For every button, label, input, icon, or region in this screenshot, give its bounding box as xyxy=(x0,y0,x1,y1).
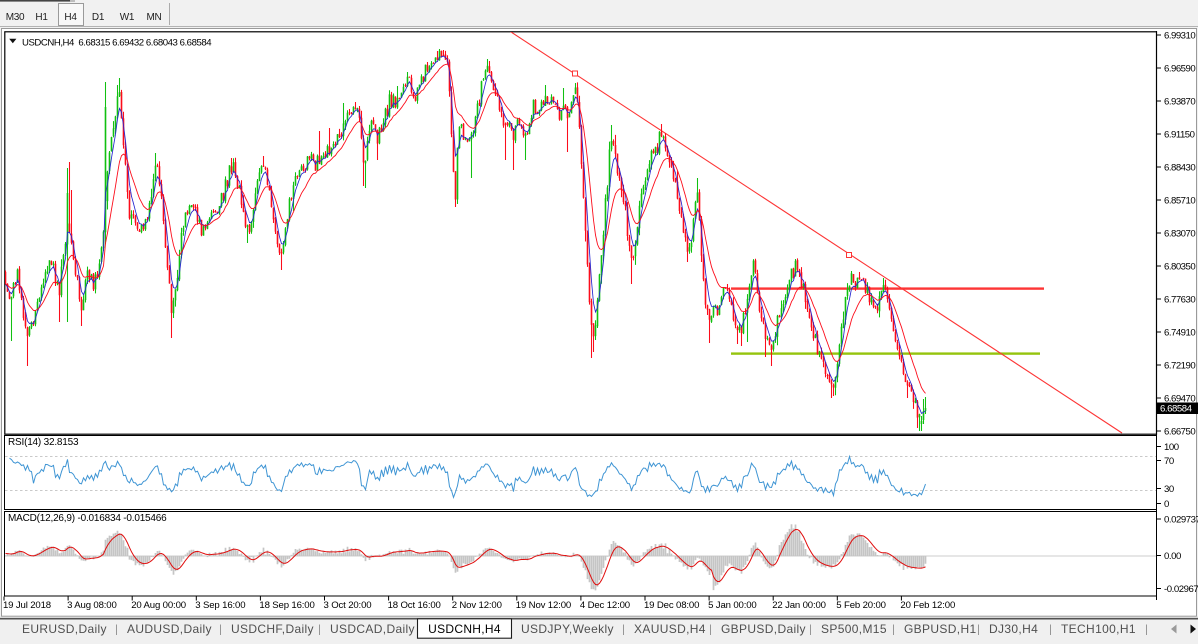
svg-text:SP500,M15: SP500,M15 xyxy=(821,622,887,636)
svg-text:H4: H4 xyxy=(64,12,77,23)
svg-text:18 Sep 16:00: 18 Sep 16:00 xyxy=(259,600,314,611)
svg-text:|: | xyxy=(892,624,895,636)
svg-text:GBPUSD,Daily: GBPUSD,Daily xyxy=(721,622,806,636)
svg-text:100: 100 xyxy=(1164,442,1179,453)
svg-text:4 Dec 12:00: 4 Dec 12:00 xyxy=(580,600,630,611)
svg-text:2 Nov 12:00: 2 Nov 12:00 xyxy=(452,600,502,611)
svg-text:22 Jan 00:00: 22 Jan 00:00 xyxy=(772,600,826,611)
svg-text:20 Feb 12:00: 20 Feb 12:00 xyxy=(900,600,955,611)
svg-text:19 Nov 12:00: 19 Nov 12:00 xyxy=(516,600,571,611)
svg-text:EURUSD,Daily: EURUSD,Daily xyxy=(22,622,107,636)
svg-text:XAUUSD,H4: XAUUSD,H4 xyxy=(634,622,706,636)
svg-text:AUDUSD,Daily: AUDUSD,Daily xyxy=(127,622,212,636)
svg-text:|: | xyxy=(219,624,222,636)
svg-text:18 Oct 16:00: 18 Oct 16:00 xyxy=(388,600,441,611)
svg-text:6.99310: 6.99310 xyxy=(1164,31,1195,42)
svg-text:6.83070: 6.83070 xyxy=(1164,229,1195,240)
svg-text:W1: W1 xyxy=(120,12,135,23)
svg-text:USDCNH,H4: USDCNH,H4 xyxy=(428,622,501,636)
svg-text:|: | xyxy=(709,624,712,636)
svg-text:|: | xyxy=(977,624,980,636)
svg-text:6.91150: 6.91150 xyxy=(1164,130,1195,141)
svg-text:USDJPY,Weekly: USDJPY,Weekly xyxy=(521,622,614,636)
svg-text:GBPUSD,H1: GBPUSD,H1 xyxy=(904,622,977,636)
svg-text:USDCNH,H4 6.68315 6.69432 6.6: USDCNH,H4 6.68315 6.69432 6.68043 6.6858… xyxy=(22,38,212,49)
svg-text:6.96590: 6.96590 xyxy=(1164,64,1195,75)
svg-text:|: | xyxy=(115,624,118,636)
svg-text:-0.029678: -0.029678 xyxy=(1164,584,1198,595)
svg-text:3 Aug 08:00: 3 Aug 08:00 xyxy=(67,600,117,611)
svg-text:0: 0 xyxy=(1164,499,1169,510)
svg-text:USDCHF,Daily: USDCHF,Daily xyxy=(231,622,314,636)
svg-text:|: | xyxy=(318,624,321,636)
svg-text:3 Oct 20:00: 3 Oct 20:00 xyxy=(324,600,372,611)
svg-text:30: 30 xyxy=(1164,484,1174,495)
svg-text:6.88430: 6.88430 xyxy=(1164,163,1195,174)
svg-text:3 Sep 16:00: 3 Sep 16:00 xyxy=(195,600,245,611)
svg-text:H1: H1 xyxy=(35,12,48,23)
svg-text:0.029737: 0.029737 xyxy=(1164,515,1198,526)
svg-text:0.00: 0.00 xyxy=(1164,551,1181,562)
svg-text:|: | xyxy=(1145,624,1148,636)
svg-text:6.80350: 6.80350 xyxy=(1164,262,1195,273)
svg-text:70: 70 xyxy=(1164,456,1174,467)
svg-text:DJ30,H4: DJ30,H4 xyxy=(989,622,1038,636)
svg-text:6.69470: 6.69470 xyxy=(1164,394,1195,405)
svg-text:|: | xyxy=(622,624,625,636)
svg-text:6.72190: 6.72190 xyxy=(1164,361,1195,372)
svg-text:19 Dec 08:00: 19 Dec 08:00 xyxy=(644,600,699,611)
svg-text:6.74910: 6.74910 xyxy=(1164,328,1195,339)
svg-text:D1: D1 xyxy=(92,12,105,23)
svg-text:|: | xyxy=(809,624,812,636)
svg-text:6.77630: 6.77630 xyxy=(1164,295,1195,306)
svg-text:6.93870: 6.93870 xyxy=(1164,97,1195,108)
svg-text:USDCAD,Daily: USDCAD,Daily xyxy=(330,622,415,636)
svg-text:MACD(12,26,9) -0.016834 -0.015: MACD(12,26,9) -0.016834 -0.015466 xyxy=(8,513,167,524)
svg-text:6.85710: 6.85710 xyxy=(1164,196,1195,207)
svg-text:5 Jan 00:00: 5 Jan 00:00 xyxy=(708,600,757,611)
svg-text:M30: M30 xyxy=(6,12,25,23)
svg-text:6.68584: 6.68584 xyxy=(1160,404,1193,415)
svg-text:MN: MN xyxy=(147,12,162,23)
svg-text:19 Jul 2018: 19 Jul 2018 xyxy=(3,600,51,611)
svg-text:RSI(14) 32.8153: RSI(14) 32.8153 xyxy=(8,437,79,448)
svg-text:6.66750: 6.66750 xyxy=(1164,427,1195,438)
svg-text:5 Feb 20:00: 5 Feb 20:00 xyxy=(836,600,886,611)
svg-text:TECH100,H1: TECH100,H1 xyxy=(1061,622,1136,636)
svg-text:|: | xyxy=(1049,624,1052,636)
svg-text:20 Aug 00:00: 20 Aug 00:00 xyxy=(131,600,186,611)
